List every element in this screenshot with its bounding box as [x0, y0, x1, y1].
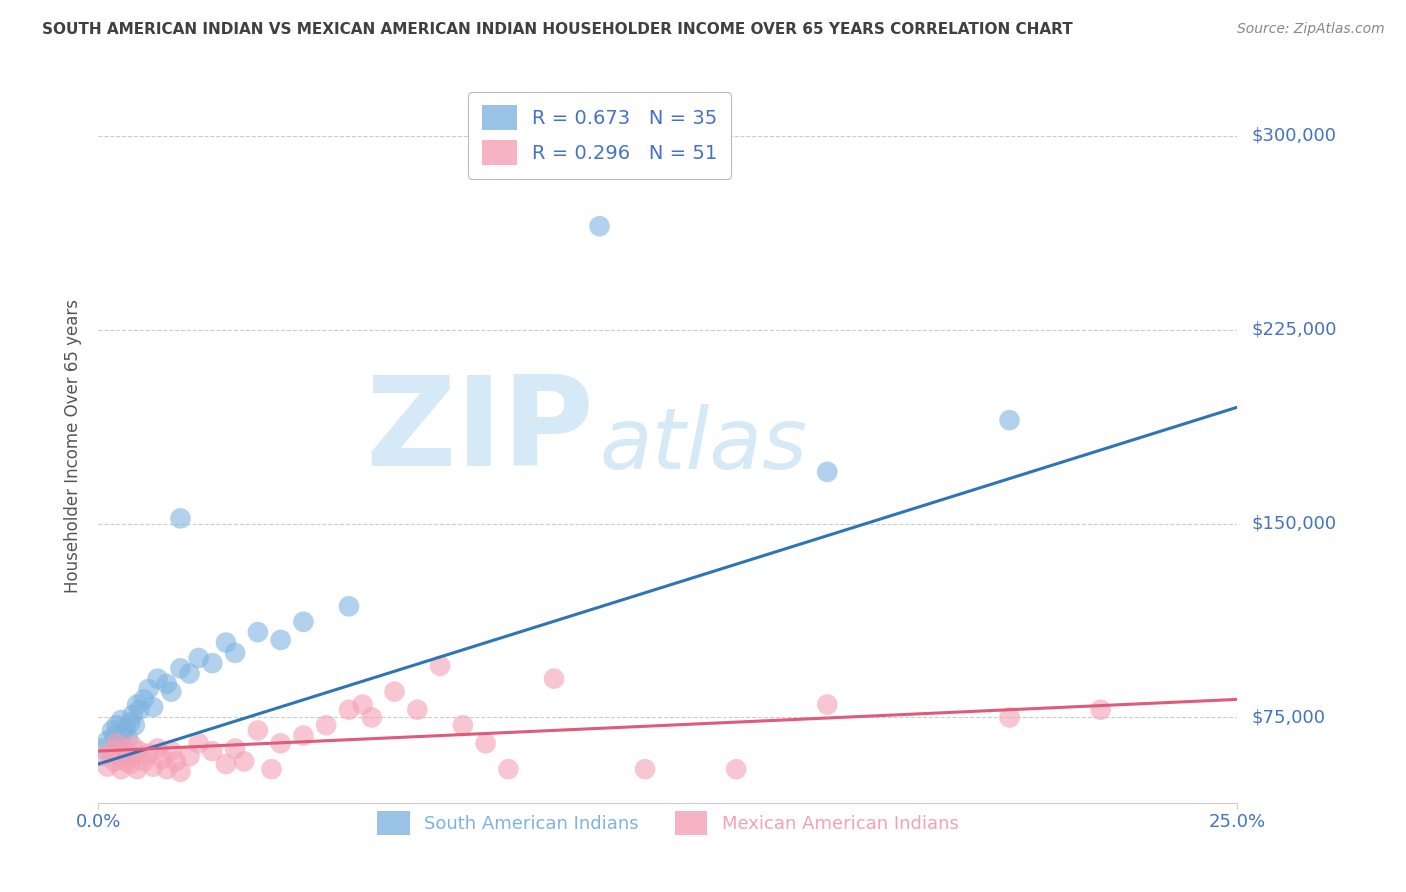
- Point: [114, 721, 136, 735]
- Point: [429, 658, 451, 673]
- Point: [142, 700, 165, 714]
- Point: [451, 718, 474, 732]
- Point: [105, 736, 128, 750]
- Point: [725, 762, 748, 776]
- Text: Source: ZipAtlas.com: Source: ZipAtlas.com: [1237, 22, 1385, 37]
- Point: [120, 715, 142, 730]
- Point: [101, 723, 124, 738]
- Point: [292, 729, 315, 743]
- Point: [179, 666, 201, 681]
- Point: [246, 723, 269, 738]
- Point: [138, 681, 160, 696]
- Point: [246, 625, 269, 640]
- Point: [165, 755, 187, 769]
- Point: [127, 762, 149, 776]
- Point: [128, 703, 150, 717]
- Point: [103, 755, 125, 769]
- Point: [270, 736, 292, 750]
- Legend: South American Indians, Mexican American Indians: South American Indians, Mexican American…: [368, 803, 967, 844]
- Point: [292, 615, 315, 629]
- Point: [543, 672, 565, 686]
- Point: [998, 413, 1021, 427]
- Point: [121, 739, 143, 753]
- Point: [384, 684, 406, 698]
- Point: [128, 744, 150, 758]
- Point: [1090, 703, 1112, 717]
- Point: [634, 762, 657, 776]
- Point: [138, 747, 160, 761]
- Point: [146, 741, 169, 756]
- Point: [337, 599, 360, 614]
- Point: [150, 752, 173, 766]
- Point: [201, 744, 224, 758]
- Point: [105, 718, 128, 732]
- Point: [260, 762, 283, 776]
- Point: [160, 684, 183, 698]
- Point: [110, 762, 132, 776]
- Point: [187, 736, 209, 750]
- Point: [112, 741, 135, 756]
- Text: $225,000: $225,000: [1251, 320, 1337, 339]
- Point: [169, 764, 191, 779]
- Text: ZIP: ZIP: [366, 371, 593, 492]
- Point: [117, 731, 139, 746]
- Point: [91, 741, 114, 756]
- Point: [270, 632, 292, 647]
- Point: [169, 661, 191, 675]
- Text: atlas: atlas: [599, 404, 807, 488]
- Point: [132, 692, 155, 706]
- Point: [117, 747, 139, 761]
- Point: [127, 698, 149, 712]
- Point: [233, 755, 256, 769]
- Point: [215, 635, 238, 649]
- Point: [224, 646, 246, 660]
- Text: SOUTH AMERICAN INDIAN VS MEXICAN AMERICAN INDIAN HOUSEHOLDER INCOME OVER 65 YEAR: SOUTH AMERICAN INDIAN VS MEXICAN AMERICA…: [42, 22, 1073, 37]
- Text: $300,000: $300,000: [1251, 127, 1336, 145]
- Point: [474, 736, 496, 750]
- Point: [337, 703, 360, 717]
- Point: [187, 651, 209, 665]
- Point: [108, 736, 131, 750]
- Text: $150,000: $150,000: [1251, 515, 1336, 533]
- Point: [110, 713, 132, 727]
- Point: [146, 672, 169, 686]
- Point: [96, 759, 118, 773]
- Point: [352, 698, 374, 712]
- Point: [156, 762, 179, 776]
- Point: [124, 718, 146, 732]
- Point: [907, 832, 929, 847]
- Point: [815, 698, 838, 712]
- Text: $75,000: $75,000: [1251, 708, 1326, 726]
- Point: [121, 707, 143, 722]
- Point: [91, 749, 114, 764]
- Point: [179, 749, 201, 764]
- Point: [360, 710, 382, 724]
- Point: [114, 755, 136, 769]
- Y-axis label: Householder Income Over 65 years: Householder Income Over 65 years: [65, 299, 83, 593]
- Point: [406, 703, 429, 717]
- Point: [224, 741, 246, 756]
- Point: [315, 718, 337, 732]
- Point: [120, 757, 142, 772]
- Point: [998, 710, 1021, 724]
- Point: [108, 749, 131, 764]
- Point: [96, 733, 118, 747]
- Point: [112, 726, 135, 740]
- Point: [201, 656, 224, 670]
- Point: [169, 511, 191, 525]
- Point: [215, 757, 238, 772]
- Point: [101, 744, 124, 758]
- Point: [124, 749, 146, 764]
- Point: [103, 729, 125, 743]
- Point: [142, 759, 165, 773]
- Point: [156, 677, 179, 691]
- Point: [498, 762, 520, 776]
- Point: [132, 755, 155, 769]
- Point: [588, 219, 610, 234]
- Point: [160, 744, 183, 758]
- Point: [815, 465, 838, 479]
